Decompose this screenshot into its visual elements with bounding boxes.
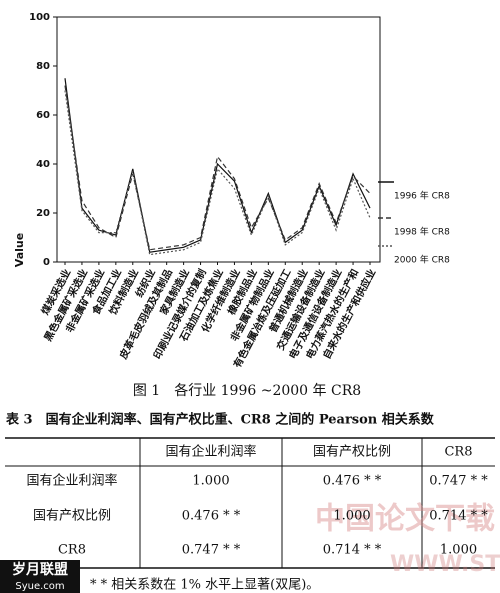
watermark: 岁月联盟 [12, 561, 68, 578]
y-tick-label: 80 [36, 61, 50, 72]
y-axis-label: Value [13, 233, 26, 267]
series-line [64, 90, 371, 256]
figure-caption: 图 1 各行业 1996 ~2000 年 CR8 [133, 383, 361, 399]
table-cell: 1.000 [333, 509, 370, 524]
table-cell: 0.476 * * [323, 474, 382, 489]
table-cell: 0.476 * * [182, 509, 241, 524]
y-tick-label: 40 [36, 159, 50, 170]
table-cell: 1.000 [440, 543, 477, 558]
table-cell: 0.714 * * [323, 543, 382, 558]
table [5, 437, 495, 569]
table-cell: 国有产权比例 [33, 508, 111, 524]
legend-label: 1996 年 CR8 [394, 190, 450, 202]
table-header: 国有企业利润率 [165, 444, 256, 460]
y-tick-label: 0 [43, 257, 50, 268]
plot-frame [56, 16, 381, 263]
table-header: CR8 [444, 445, 472, 460]
watermark: 中国论文下载 [315, 502, 495, 537]
y-tick-label: 60 [36, 110, 50, 121]
y-tick-label: 100 [29, 12, 50, 23]
table-cell: 0.747 * * [429, 474, 488, 489]
logo-box [0, 560, 80, 593]
watermark: WWW.STUDA [390, 552, 500, 577]
series-line [64, 78, 371, 253]
table-header: 国有产权比例 [313, 444, 391, 460]
table-cell: CR8 [58, 543, 86, 558]
table-cell: 国有企业利润率 [26, 473, 117, 489]
table-cell: 1.000 [192, 474, 229, 489]
footnote: * * 相关系数在 1% 水平上显著(双尾)。 [90, 578, 319, 593]
series-line [64, 85, 371, 251]
watermark: Syue.com [15, 581, 64, 592]
y-tick-label: 20 [36, 208, 50, 219]
table-cell: 0.747 * * [182, 543, 241, 558]
table-cell: 0.714 * * [429, 509, 488, 524]
legend-label: 1998 年 CR8 [394, 226, 450, 238]
legend-label: 2000 年 CR8 [394, 254, 450, 266]
table-title: 表 3 国有企业利润率、国有产权比重、CR8 之间的 Pearson 相关系数 [5, 412, 435, 428]
